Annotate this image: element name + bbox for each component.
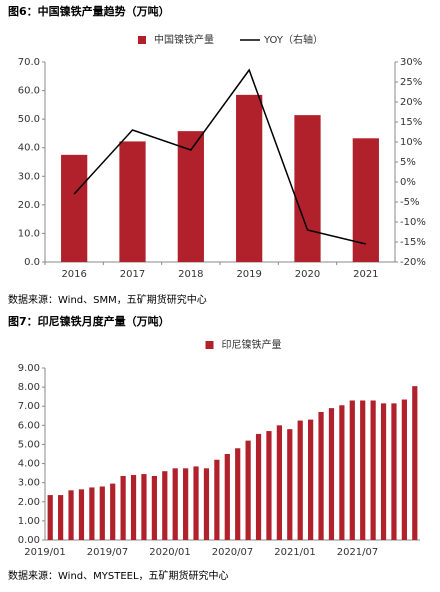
bar <box>235 448 241 540</box>
bar <box>162 471 168 540</box>
y-tick-label: 7.00 <box>18 401 40 412</box>
y2-tick-label: -20% <box>400 257 426 268</box>
bar <box>177 131 204 262</box>
y-tick-label: 60.0 <box>18 86 40 97</box>
y2-tick-label: -5% <box>400 197 419 208</box>
bar <box>68 490 74 540</box>
legend-swatch <box>205 341 214 349</box>
bar <box>294 115 321 263</box>
bar <box>151 475 157 540</box>
bar <box>287 429 293 540</box>
y-tick-label: 1.00 <box>18 516 40 527</box>
bar <box>370 400 376 540</box>
y-tick-label: 0.00 <box>18 535 40 546</box>
legend-label: 印尼镍铁产量 <box>222 338 282 351</box>
x-tick-label: 2021/07 <box>337 547 379 558</box>
x-tick-label: 2019/01 <box>24 547 66 558</box>
bar <box>380 403 387 540</box>
chart-title: 图7：印尼镍铁月度产量（万吨） <box>8 314 170 328</box>
bar <box>172 468 178 540</box>
y2-tick-label: 20% <box>400 97 422 108</box>
bar <box>245 440 251 540</box>
bar <box>401 399 407 540</box>
bar <box>412 386 418 540</box>
line <box>73 68 367 245</box>
source: 数据来源：Wind、MYSTEEL，五矿期货研究中心 <box>8 569 229 582</box>
bar <box>297 420 303 540</box>
bar <box>99 486 105 540</box>
bar <box>193 466 199 540</box>
x-tick-label: 2021/01 <box>274 547 316 558</box>
bar <box>391 403 397 540</box>
bar <box>47 495 53 540</box>
bar <box>61 154 88 262</box>
y-tick-label: 6.00 <box>18 420 40 431</box>
bar <box>339 405 345 540</box>
y2-tick-label: 25% <box>400 77 422 88</box>
bar <box>78 489 85 540</box>
x-tick-label: 2020 <box>295 269 320 280</box>
y2-tick-label: -15% <box>400 237 426 248</box>
y-tick-label: 2.00 <box>18 497 40 508</box>
x-tick-label: 2016 <box>61 269 86 280</box>
x-tick-label: 2020/01 <box>149 547 191 558</box>
legend-swatch <box>138 36 146 44</box>
x-tick-label: 2020/07 <box>212 547 254 558</box>
bar <box>328 408 335 540</box>
bar <box>89 487 95 540</box>
bar <box>236 94 263 262</box>
x-tick-label: 2019 <box>236 269 261 280</box>
y-tick-label: 10.0 <box>18 228 40 239</box>
bar <box>276 425 282 540</box>
bar <box>120 475 126 540</box>
y-tick-label: 30.0 <box>18 171 40 182</box>
bar <box>183 468 189 540</box>
bar <box>255 433 262 540</box>
y-tick-label: 4.00 <box>18 459 40 470</box>
source: 数据来源：Wind、SMM，五矿期货研究中心 <box>8 293 207 306</box>
bar <box>141 474 147 540</box>
y2-tick-label: 0% <box>400 177 416 188</box>
x-tick-label: 2017 <box>120 269 145 280</box>
y-tick-label: 5.00 <box>18 439 40 450</box>
x-tick-label: 2021 <box>353 269 378 280</box>
legend-label: YOY（右轴） <box>263 33 323 46</box>
y-tick-label: 50.0 <box>18 114 40 125</box>
bar <box>203 468 210 540</box>
legend-label: 中国镍铁产量 <box>154 33 214 46</box>
y-tick-label: 3.00 <box>18 478 40 489</box>
y-tick-label: 0.0 <box>24 257 40 268</box>
y-tick-label: 70.0 <box>18 57 40 68</box>
bar <box>119 141 146 262</box>
bar <box>349 400 355 540</box>
bar <box>214 459 220 540</box>
y2-tick-label: 30% <box>400 57 422 68</box>
y-tick-label: 9.00 <box>18 363 40 374</box>
bar <box>318 411 324 540</box>
bar <box>266 431 272 540</box>
chart-title: 图6：中国镍铁产量趋势（万吨） <box>8 4 170 18</box>
bar <box>224 454 230 540</box>
bar <box>360 400 366 540</box>
bar <box>130 475 137 540</box>
y2-tick-label: -10% <box>400 217 426 228</box>
bar <box>308 419 314 540</box>
x-tick-label: 2018 <box>178 269 203 280</box>
y-tick-label: 8.00 <box>18 382 40 393</box>
x-tick-label: 2019/07 <box>87 547 129 558</box>
bar <box>110 483 116 540</box>
y-tick-label: 40.0 <box>18 143 40 154</box>
y-tick-label: 20.0 <box>18 200 40 211</box>
y2-tick-label: 5% <box>400 157 416 168</box>
y2-tick-label: 10% <box>400 137 422 148</box>
y2-tick-label: 15% <box>400 117 422 128</box>
bar <box>58 495 64 540</box>
